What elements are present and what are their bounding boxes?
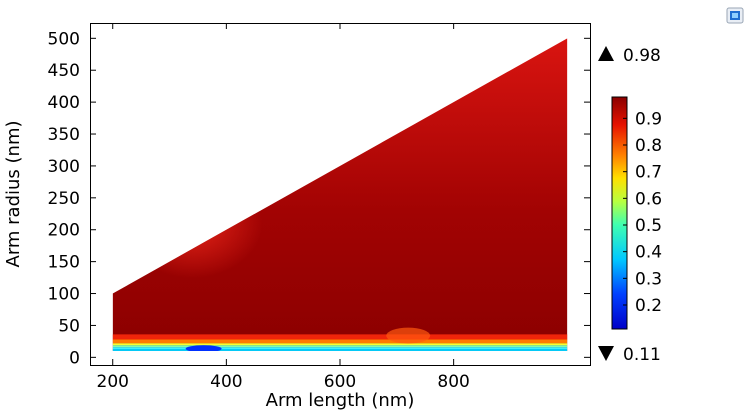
y-tick-label: 400: [48, 93, 80, 113]
y-tick-label: 450: [48, 61, 80, 81]
field-band-1: [112, 339, 568, 344]
y-tick-label: 0: [69, 348, 80, 368]
field-minimum: [185, 345, 222, 351]
graphics-window-icon[interactable]: [726, 7, 744, 24]
x-axis-label: Arm length (nm): [266, 390, 415, 411]
y-tick-label: 350: [48, 125, 80, 145]
y-axis-label: Arm radius (nm): [3, 120, 24, 267]
y-tick-label: 150: [48, 253, 80, 273]
field-band-2: [112, 343, 568, 346]
field-band-5: [112, 349, 568, 351]
field-band-3: [112, 345, 568, 348]
x-tick-label: 200: [97, 372, 129, 392]
y-tick-label: 100: [48, 285, 80, 305]
colorbar-tick-label: 0.6: [635, 189, 662, 209]
max-triangle-icon: [598, 46, 614, 61]
colorbar-tick-label: 0.7: [635, 163, 662, 183]
field-band-0: [112, 334, 568, 340]
colorbar-min-label: 0.11: [623, 345, 661, 365]
x-axis: 200 400 600 800: [97, 23, 470, 392]
x-tick-label: 800: [437, 372, 469, 392]
colorbar-tick-label: 0.5: [635, 216, 662, 236]
colorbar: 0.2 0.3 0.4 0.5 0.6 0.7 0.8 0.9 0.98 0.11: [598, 46, 662, 365]
y-tick-label: 200: [48, 221, 80, 241]
plot-area: [90, 23, 591, 366]
y-tick-label: 50: [58, 316, 80, 336]
colorbar-tick-label: 0.4: [635, 243, 662, 263]
y-tick-label: 300: [48, 157, 80, 177]
y-axis: 0 50 100 150 200 250 300 350 400 450 500: [48, 29, 590, 368]
colorbar-tick-label: 0.8: [635, 136, 662, 156]
x-tick-label: 400: [210, 372, 242, 392]
colorbar-gradient: [611, 96, 628, 330]
y-tick-label: 500: [48, 29, 80, 49]
field-band-4: [112, 347, 568, 350]
y-tick-label: 250: [48, 189, 80, 209]
colorbar-tick-label: 0.3: [635, 269, 662, 289]
colorbar-max-label: 0.98: [623, 46, 661, 66]
colorbar-tick-label: 0.2: [635, 296, 662, 316]
min-triangle-icon: [598, 346, 614, 361]
field-spot: [386, 327, 431, 344]
colorbar-tick-label: 0.9: [635, 109, 662, 129]
x-tick-label: 600: [324, 372, 356, 392]
